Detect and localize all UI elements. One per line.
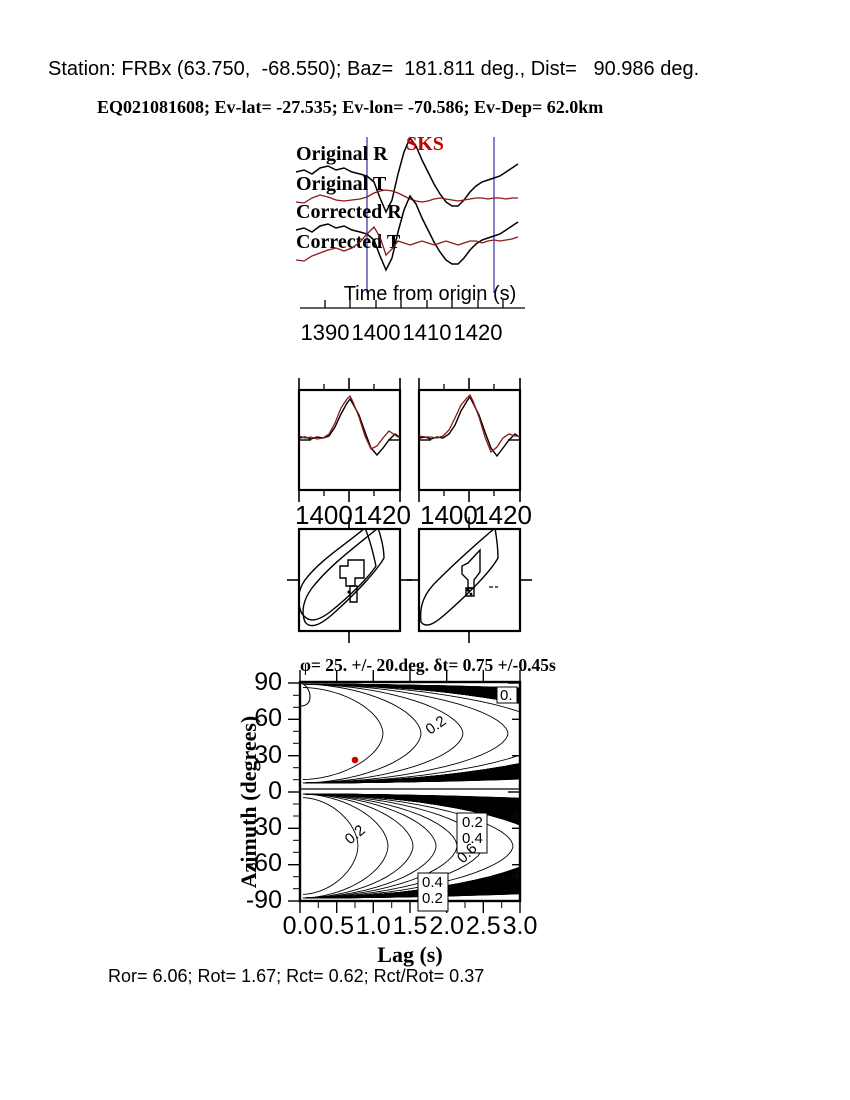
- svg-text:1.0: 1.0: [356, 912, 391, 940]
- svg-text:0.4: 0.4: [422, 874, 443, 891]
- svg-text:φ= 25. +/- 20.deg. δt= 0.75 +/: φ= 25. +/- 20.deg. δt= 0.75 +/-0.45s: [300, 655, 556, 675]
- svg-text:2.0: 2.0: [429, 912, 464, 940]
- svg-text:0: 0: [268, 777, 282, 805]
- svg-text:0.0: 0.0: [283, 912, 318, 940]
- svg-text:90: 90: [254, 668, 282, 696]
- svg-text:0.2: 0.2: [422, 890, 443, 907]
- svg-text:1.5: 1.5: [393, 912, 428, 940]
- svg-text:0.2: 0.2: [342, 822, 369, 848]
- svg-text:0.5: 0.5: [319, 912, 354, 940]
- svg-text:-90: -90: [246, 886, 282, 914]
- svg-text:3.0: 3.0: [503, 912, 538, 940]
- svg-text:0.2: 0.2: [462, 814, 483, 831]
- svg-text:2.5: 2.5: [466, 912, 501, 940]
- svg-text:0.2: 0.2: [423, 712, 450, 738]
- svg-text:Lag (s): Lag (s): [377, 942, 442, 967]
- svg-text:0.: 0.: [500, 687, 513, 704]
- svg-text:Azimuth (degrees): Azimuth (degrees): [236, 716, 261, 889]
